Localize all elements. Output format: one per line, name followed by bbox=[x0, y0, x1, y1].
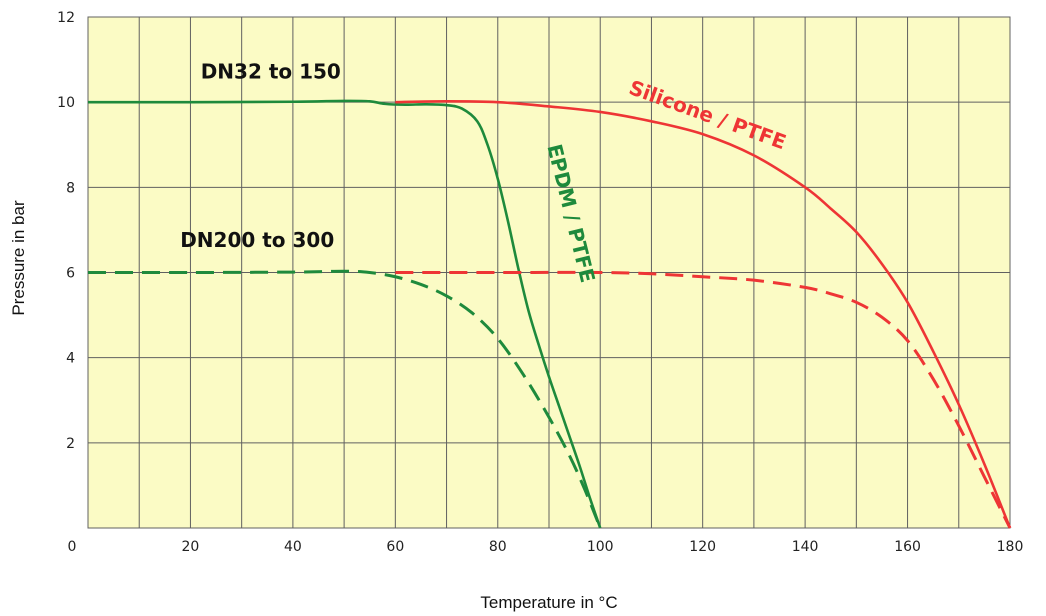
x-tick-label: 120 bbox=[689, 539, 716, 555]
x-tick-label: 0 bbox=[68, 539, 77, 555]
y-tick-label: 2 bbox=[66, 436, 75, 452]
annotation-dn32: DN32 to 150 bbox=[201, 60, 341, 84]
tick-labels: 0 20 40 60 80 100 120 140 160 180 2 4 6 8 10 12 bbox=[57, 10, 1023, 555]
y-tick-label: 4 bbox=[66, 351, 75, 367]
annotation-dn200: DN200 to 300 bbox=[180, 228, 334, 252]
x-tick-label: 180 bbox=[997, 539, 1024, 555]
x-tick-label: 140 bbox=[792, 539, 819, 555]
y-tick-label: 8 bbox=[66, 180, 75, 196]
series-line-silicone-dn200-300 bbox=[395, 270, 1012, 529]
y-tick-label: 12 bbox=[57, 10, 75, 26]
y-tick-label: 6 bbox=[66, 266, 75, 282]
x-tick-label: 60 bbox=[386, 539, 404, 555]
x-axis-title: Temperature in °C bbox=[480, 593, 617, 612]
x-tick-label: 20 bbox=[182, 539, 200, 555]
series-lines bbox=[87, 99, 1012, 529]
x-tick-label: 160 bbox=[894, 539, 921, 555]
series-line-silicone-dn32-150 bbox=[395, 100, 1012, 529]
y-axis-title: Pressure in bar bbox=[9, 200, 28, 316]
x-tick-label: 40 bbox=[284, 539, 302, 555]
series-line-epdm-dn32-150 bbox=[87, 99, 602, 529]
y-tick-label: 10 bbox=[57, 95, 75, 111]
x-tick-label: 100 bbox=[587, 539, 614, 555]
series-line-epdm-dn200-300 bbox=[87, 269, 602, 529]
x-tick-label: 80 bbox=[489, 539, 507, 555]
